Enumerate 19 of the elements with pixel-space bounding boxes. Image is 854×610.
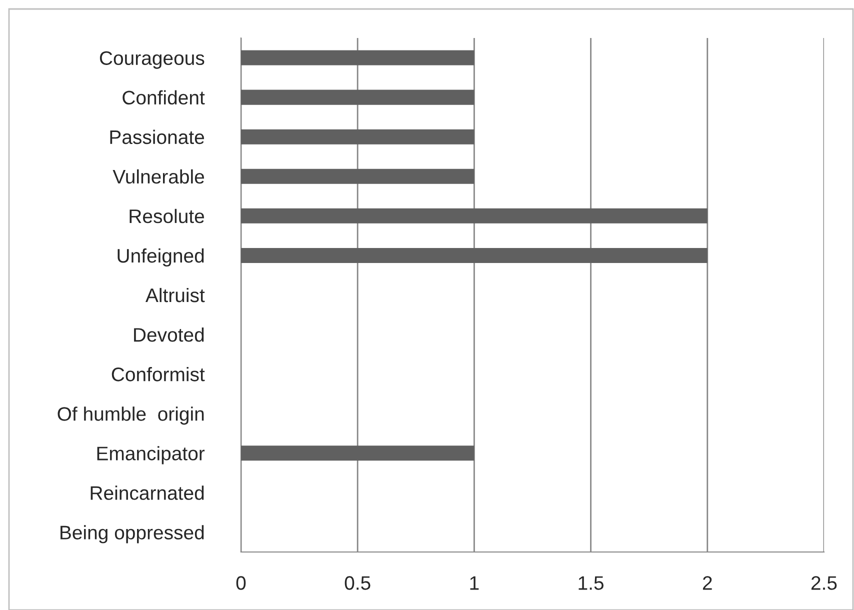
y-tick-label: Reincarnated xyxy=(90,486,204,500)
x-tick-label: 2 xyxy=(702,576,712,590)
x-tick-label: 2.5 xyxy=(811,576,837,590)
x-tick-label: 1.5 xyxy=(578,576,604,590)
y-tick-label: Of humble origin xyxy=(58,406,204,425)
y-tick-label: Courageous xyxy=(100,51,204,69)
y-tick-label: Unfeigned xyxy=(118,248,204,267)
y-tick-label: Devoted xyxy=(134,327,204,342)
y-tick-label: Vulnerable xyxy=(112,169,204,184)
y-tick-label: Passionate xyxy=(110,130,204,144)
x-tick-label: 0 xyxy=(236,576,246,590)
y-tick-label: Conformist xyxy=(112,367,205,382)
y-tick-label: Confident xyxy=(122,90,205,105)
y-tick-label: Emancipator xyxy=(97,446,205,464)
y-tick-label: Resolute xyxy=(130,208,204,224)
x-tick-label: 0.5 xyxy=(344,576,370,590)
y-tick-label: Being oppressed xyxy=(60,525,204,544)
x-tick-label: 1 xyxy=(470,576,479,590)
y-tick-label: Altruist xyxy=(146,288,205,302)
